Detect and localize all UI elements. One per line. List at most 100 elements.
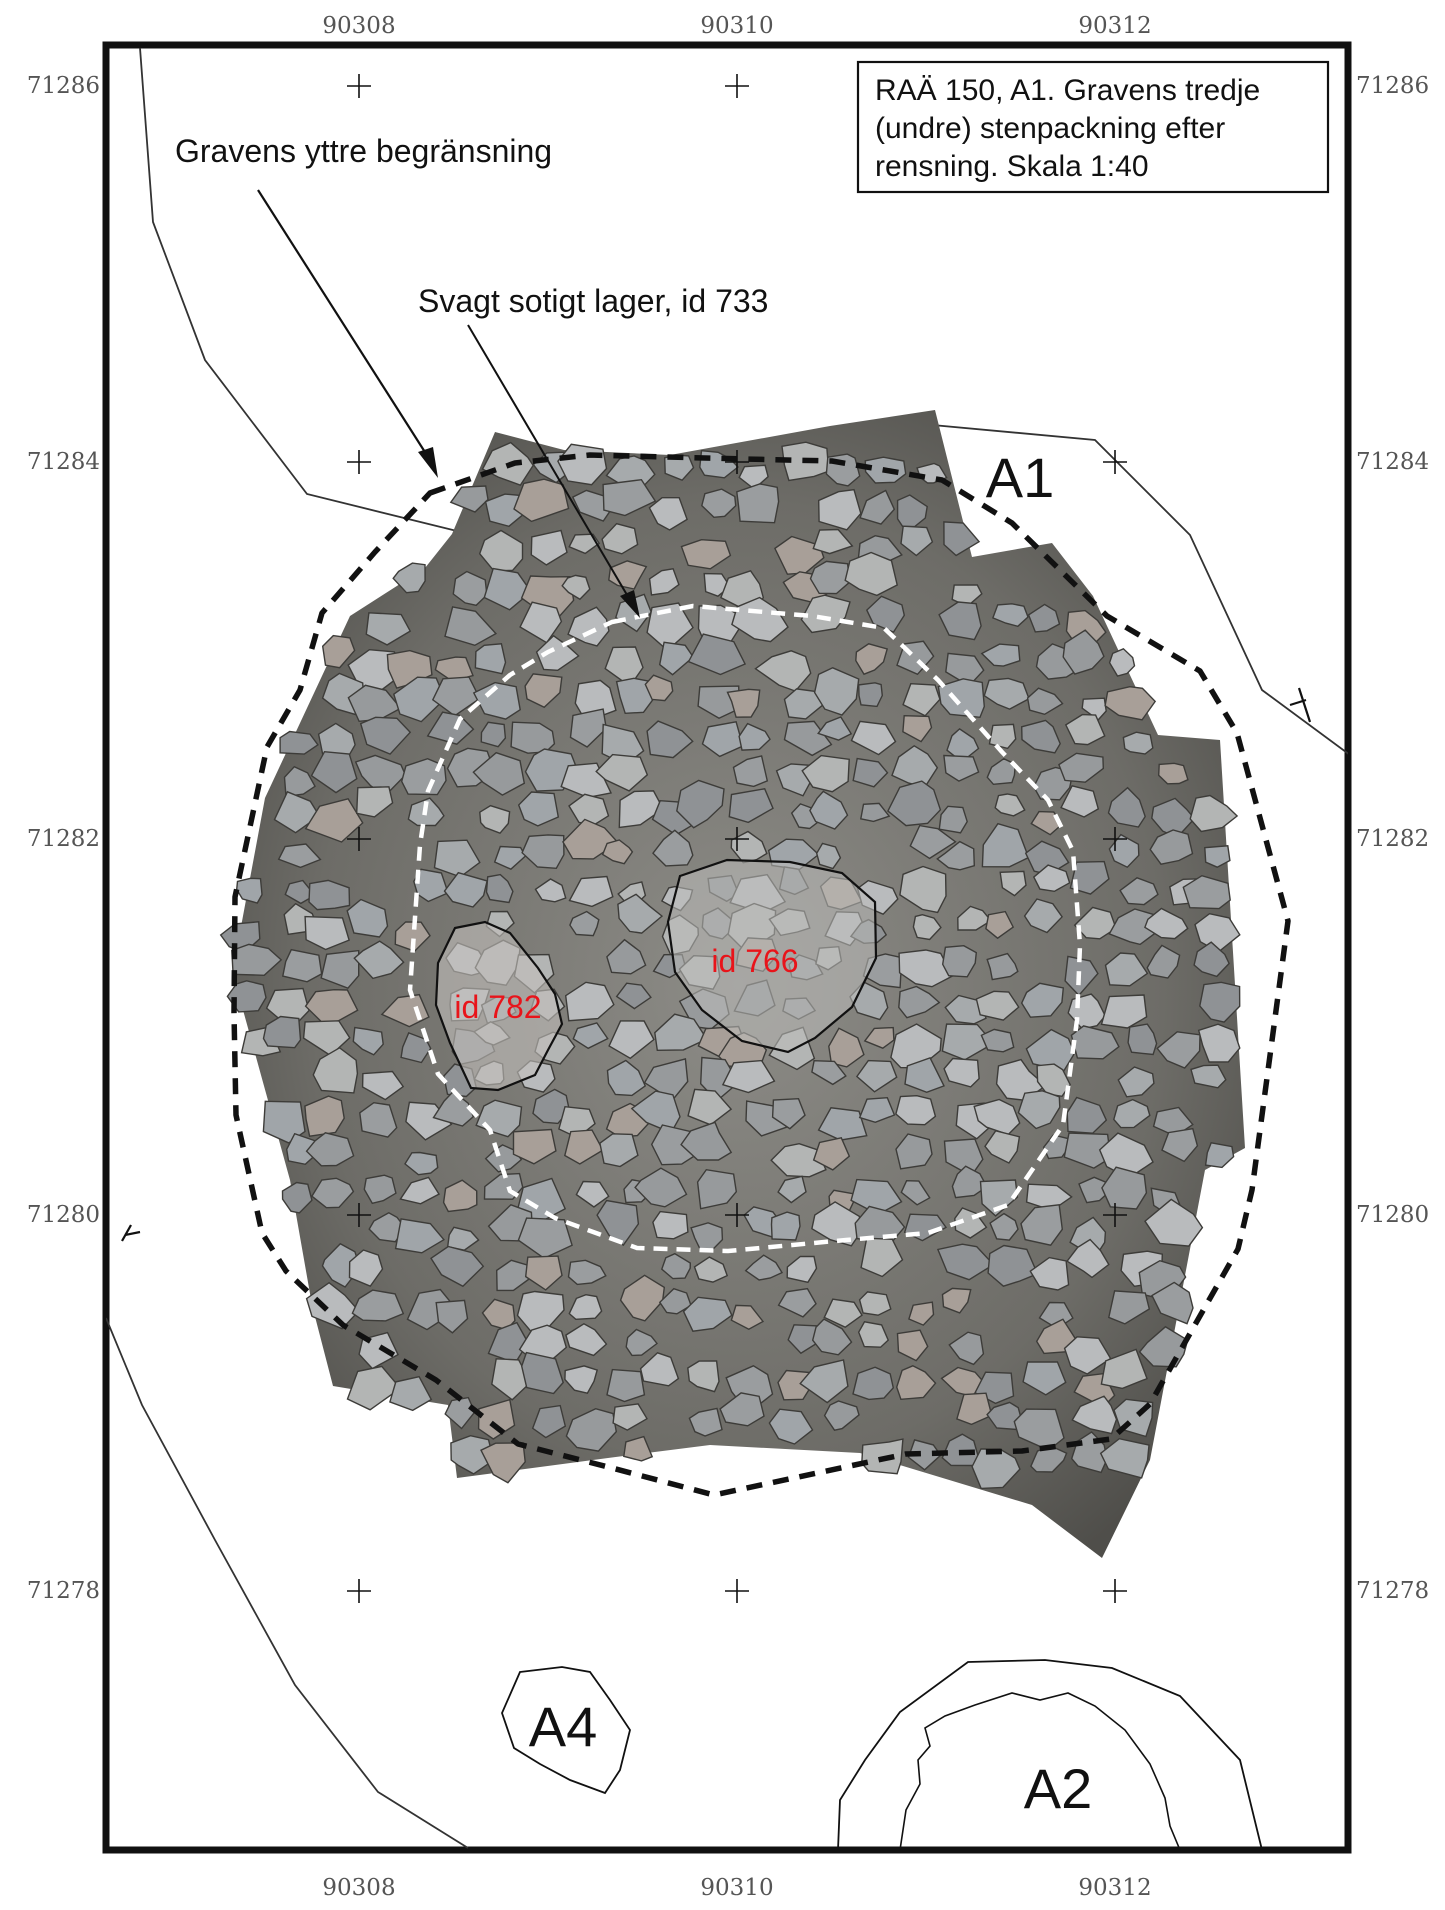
stone <box>602 478 657 517</box>
grid-cross-0-0 <box>347 74 371 98</box>
stone <box>736 483 780 524</box>
stone <box>389 1375 433 1412</box>
stone <box>1064 713 1106 746</box>
stone <box>442 1179 478 1213</box>
y-label-right-71284: 71284 <box>1356 449 1429 475</box>
stone <box>900 1179 931 1206</box>
stone <box>1193 941 1230 978</box>
grave-a2-inner-outline <box>899 1692 1181 1850</box>
x-label-bottom-90308: 90308 <box>322 1875 395 1901</box>
stone <box>994 793 1026 817</box>
stone <box>235 877 263 904</box>
y-label-right-71282: 71282 <box>1356 826 1429 852</box>
stone <box>355 786 394 818</box>
grid-cross-4-0 <box>347 1579 371 1603</box>
stone <box>477 1398 516 1440</box>
title-line-2: (undre) stenpackning efter <box>875 112 1225 145</box>
stone <box>1063 1132 1112 1169</box>
stone <box>1071 1395 1118 1435</box>
stone <box>658 641 695 676</box>
stone <box>809 560 851 595</box>
stone <box>312 1046 359 1094</box>
stone <box>941 1287 972 1314</box>
stone <box>688 1407 723 1437</box>
stone <box>569 708 608 748</box>
stone <box>1199 981 1241 1023</box>
grid-cross-0-1 <box>725 74 749 98</box>
stone <box>648 568 680 596</box>
stone <box>912 913 942 941</box>
grid-cross-4-1 <box>725 1579 749 1603</box>
stone <box>1161 1127 1199 1163</box>
stone <box>813 667 860 716</box>
stone <box>565 1407 618 1452</box>
stone <box>262 1015 302 1049</box>
stone <box>680 538 732 570</box>
y-label-left-71280: 71280 <box>27 1202 100 1228</box>
stone <box>1108 647 1136 677</box>
stone <box>948 1331 985 1366</box>
stone <box>898 985 941 1019</box>
stone <box>1182 874 1231 910</box>
stone <box>483 567 533 611</box>
stone <box>565 1322 608 1357</box>
stone <box>938 601 982 641</box>
stone <box>983 677 1030 710</box>
stone <box>305 1281 360 1330</box>
stone <box>644 674 674 702</box>
stone <box>472 751 526 796</box>
stone <box>534 878 567 903</box>
stone <box>452 570 488 607</box>
stone <box>696 1168 738 1210</box>
stone <box>1108 833 1140 869</box>
stone <box>731 596 789 643</box>
stone <box>857 682 884 708</box>
stone <box>564 981 615 1022</box>
stone <box>1020 982 1065 1018</box>
stone <box>524 1255 563 1291</box>
stone <box>520 1351 564 1395</box>
stone <box>855 1059 898 1093</box>
stone <box>908 1301 935 1326</box>
stone <box>941 944 978 978</box>
x-label-top-90312: 90312 <box>1078 13 1151 39</box>
stone <box>975 990 1020 1021</box>
stone <box>985 910 1015 940</box>
stone <box>800 594 851 634</box>
stone <box>1060 784 1100 818</box>
stone <box>568 875 614 908</box>
stone <box>680 1121 733 1161</box>
stone <box>1107 1290 1151 1325</box>
stone <box>989 1212 1019 1241</box>
stone <box>304 797 364 843</box>
stone <box>406 1288 459 1331</box>
stone <box>618 790 665 829</box>
stone <box>1104 685 1157 721</box>
stone <box>567 606 610 647</box>
stone <box>572 1022 609 1050</box>
grid-cross-1-0 <box>347 450 371 474</box>
stone <box>981 822 1030 868</box>
stone <box>986 1401 1022 1431</box>
stone <box>937 678 986 719</box>
grid-cross-3-2 <box>1103 1203 1127 1227</box>
stone <box>646 720 694 759</box>
stone <box>693 1256 729 1283</box>
stone <box>943 521 981 557</box>
grave-a4-outline <box>501 1666 631 1795</box>
stone <box>984 1130 1021 1164</box>
stone <box>1032 864 1071 893</box>
stone <box>380 993 430 1028</box>
stone <box>1058 752 1105 783</box>
stone <box>321 634 356 669</box>
stone <box>277 843 322 869</box>
stone <box>279 730 319 755</box>
stone <box>979 1179 1019 1217</box>
stone <box>1189 794 1239 833</box>
y-label-right-71286: 71286 <box>1356 73 1429 99</box>
stone <box>392 676 446 723</box>
stone <box>304 1095 345 1137</box>
feature-id-782-outline <box>434 920 564 1092</box>
stone <box>1100 1348 1148 1390</box>
stone <box>625 1328 658 1357</box>
